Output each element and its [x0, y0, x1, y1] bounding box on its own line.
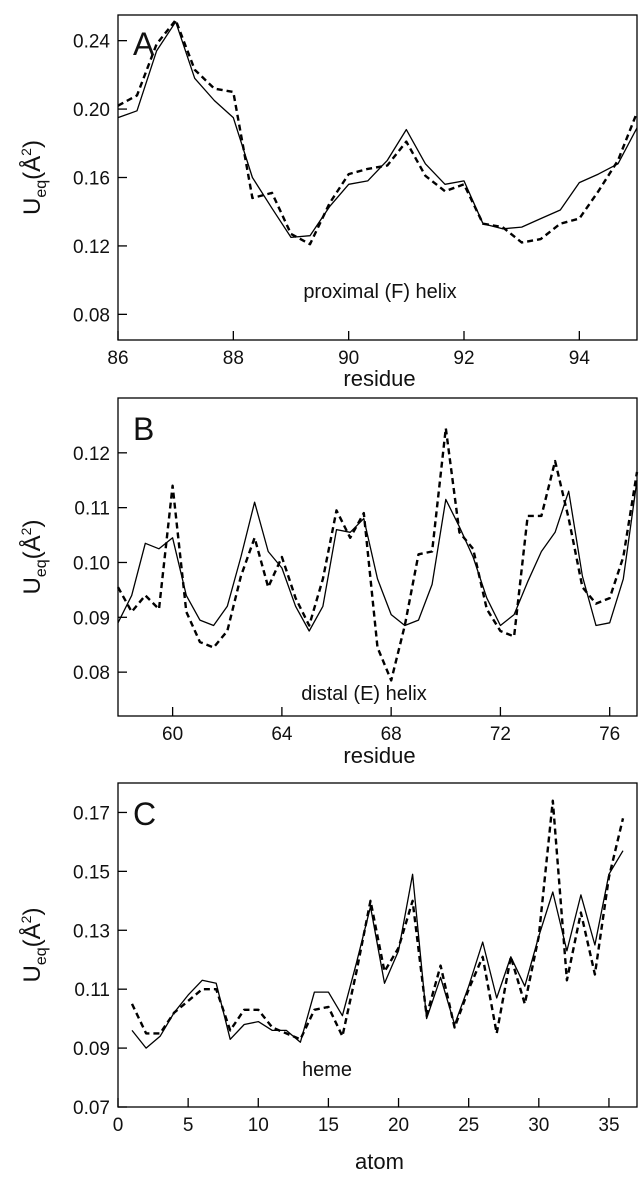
x-tick-label: 10: [248, 1115, 269, 1136]
x-axis-label: atom: [355, 1149, 404, 1174]
y-tick-label: 0.11: [74, 980, 110, 1001]
panel-annotation: distal (E) helix: [301, 683, 427, 705]
y-tick-label: 0.15: [73, 862, 110, 883]
y-tick-label: 0.24: [73, 32, 110, 53]
x-tick-label: 86: [107, 348, 128, 369]
x-tick-label: 76: [599, 724, 620, 745]
y-axis-label: Ueq(Å2): [18, 140, 50, 215]
series-line-dashed: [117, 18, 639, 246]
x-tick-label: 20: [388, 1115, 409, 1136]
x-tick-label: 0: [113, 1115, 124, 1136]
panel-letter: A: [133, 26, 155, 62]
y-tick-label: 0.08: [73, 305, 110, 326]
plot-frame: [117, 782, 638, 1108]
x-tick-label: 92: [453, 348, 474, 369]
x-tick-label: 68: [381, 724, 402, 745]
y-tick-label: 0.17: [73, 803, 110, 824]
panel-annotation: heme: [302, 1059, 352, 1081]
x-tick-label: 15: [318, 1115, 339, 1136]
y-tick-label: 0.20: [73, 100, 110, 121]
panel-letter: B: [133, 411, 154, 447]
x-tick-label: 30: [528, 1115, 549, 1136]
panel-annotation: proximal (F) helix: [303, 281, 456, 303]
y-tick-label: 0.12: [73, 444, 110, 465]
y-tick-label: 0.09: [73, 608, 110, 629]
series-line-dashed: [116, 427, 639, 682]
y-tick-label: 0.11: [74, 499, 110, 520]
panel-letter: C: [133, 796, 156, 832]
y-tick-label: 0.13: [73, 921, 110, 942]
series-line-dashed: [130, 799, 625, 1041]
x-tick-label: 72: [490, 724, 511, 745]
x-axis-label: residue: [343, 743, 415, 768]
y-tick-label: 0.08: [73, 663, 110, 684]
y-axis-label: Ueq(Å2): [18, 908, 50, 983]
y-tick-label: 0.09: [73, 1039, 110, 1060]
x-tick-label: 5: [183, 1115, 194, 1136]
series-line-solid: [131, 850, 624, 1049]
y-tick-label: 0.07: [73, 1098, 110, 1119]
x-tick-label: 60: [162, 724, 183, 745]
y-axis-label: Ueq(Å2): [18, 520, 50, 595]
plot-frame: [117, 397, 638, 717]
x-axis-label: residue: [343, 366, 415, 391]
x-tick-label: 88: [223, 348, 244, 369]
series-line-solid: [117, 480, 638, 632]
y-tick-label: 0.12: [73, 237, 110, 258]
y-tick-label: 0.16: [73, 169, 110, 190]
panel-A: 86 88 90 92 94 0.08 0.12 0.16 0.20 0.24 Aproximal …: [18, 14, 639, 391]
series-line-solid: [117, 21, 638, 239]
x-tick-label: 64: [271, 724, 293, 745]
x-tick-label: 94: [569, 348, 591, 369]
x-tick-label: 35: [598, 1115, 619, 1136]
panel-C: 0 5 10 15 20 25 30 35 0.07 0.09 0.11 0.13 0.15 0.17 Ch…: [18, 782, 638, 1174]
y-tick-label: 0.10: [73, 553, 110, 574]
x-tick-label: 25: [458, 1115, 479, 1136]
x-tick-label: 90: [338, 348, 359, 369]
